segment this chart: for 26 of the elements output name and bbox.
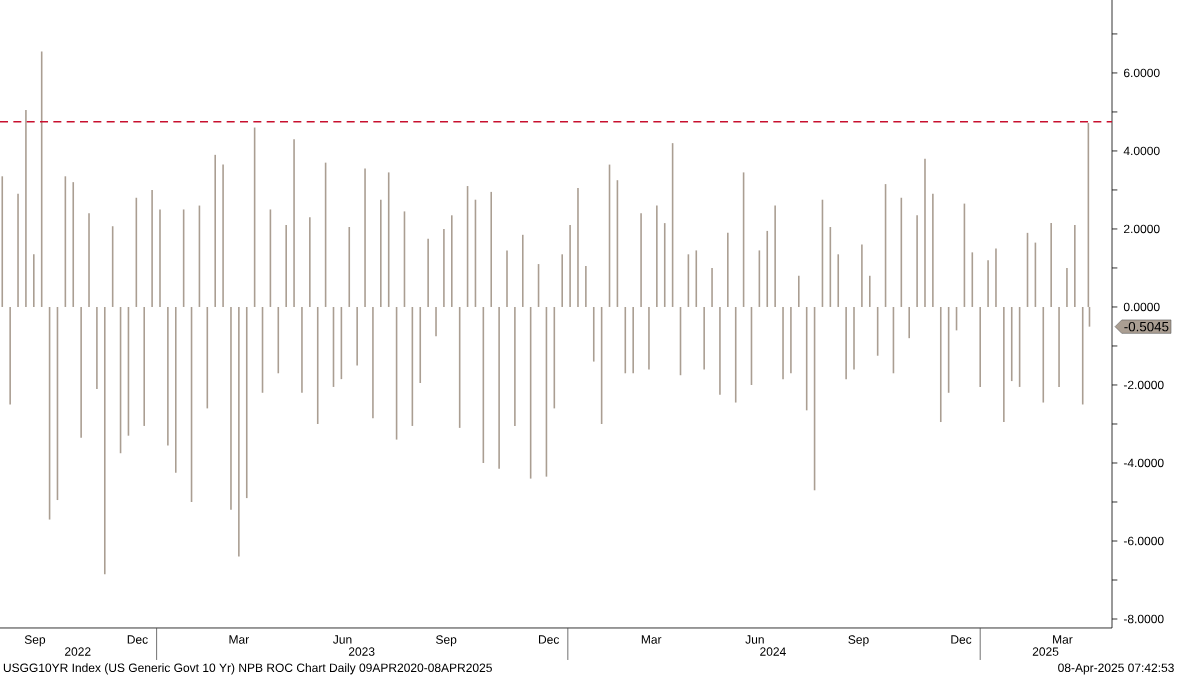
text: USGG10YR Index (US Generic Govt 10 Yr) NPB ROC Chart Daily 09APR2020-08APR2025 [3,663,492,675]
text: 08-Apr-2025 07:42:53 [1058,663,1174,675]
x2-tick-label: 2025 [1032,647,1059,656]
x-tick-label: Sep [848,635,869,647]
y-tick-label: -2.0000 [1123,380,1164,390]
x2-tick-label: 2023 [348,647,375,656]
x-tick-label: Jun [333,635,352,644]
x-tick-label: Dec [127,635,148,644]
x-tick-label: Dec [539,635,560,644]
x-tick-label: Mar [641,635,662,644]
x-tick-label: Mar [229,635,249,644]
x-tick-label: Mar [1053,635,1073,644]
y-tick-label: -6.0000 [1123,536,1164,546]
x-tick-label: Dec [951,635,972,644]
y-tick-label: 0.0000 [1123,302,1160,312]
y-tick-label: -4.0000 [1123,458,1164,468]
y-tick-label: 6.0000 [1123,68,1160,78]
x2-tick-label: 2022 [65,647,91,656]
y-tick-label: -8.0000 [1123,614,1164,624]
y-tick-label: 2.0000 [1123,224,1160,234]
x-tick-label: Jun [745,635,764,644]
x-tick-label: Sep [436,635,457,647]
annotation: -0.5045 [1124,321,1169,332]
y-tick-label: 4.0000 [1123,146,1160,156]
x2-tick-label: 2024 [760,647,786,656]
x-tick-label: Sep [24,635,46,647]
